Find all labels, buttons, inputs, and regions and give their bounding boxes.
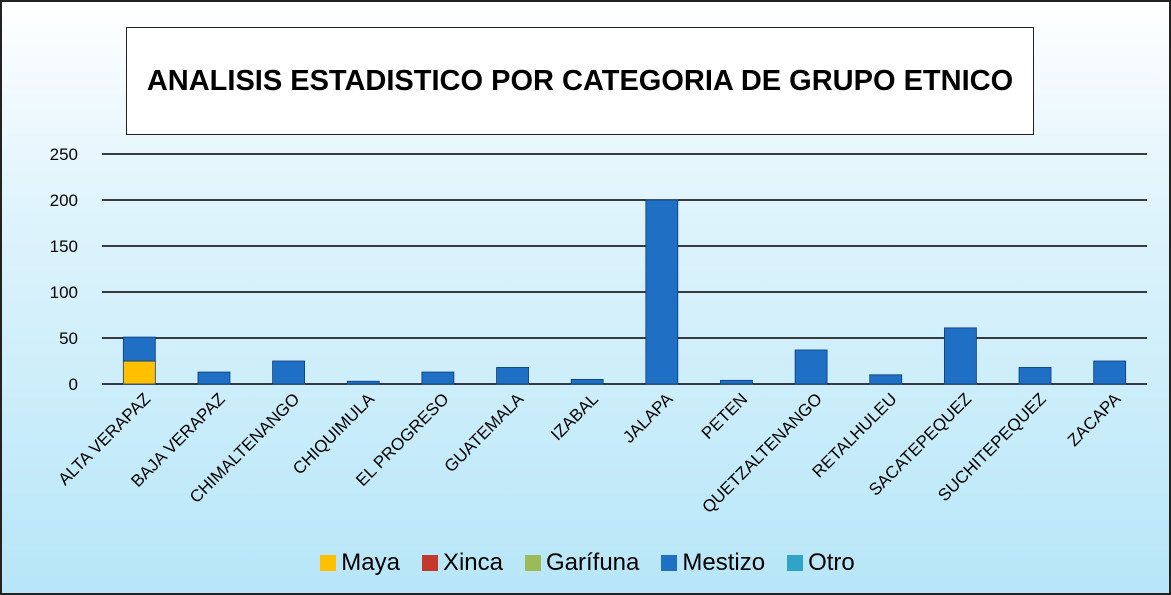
legend-label: Otro — [808, 549, 855, 576]
x-tick-label: GUATEMALA — [441, 389, 528, 476]
legend-swatch — [787, 555, 804, 571]
bar-segment — [720, 379, 753, 385]
x-tick-label: ZACAPA — [1064, 389, 1125, 450]
bar-segment — [1093, 360, 1127, 385]
bar-segment — [570, 378, 604, 385]
y-tick-label: 250 — [50, 145, 78, 164]
bar-segment — [346, 380, 380, 385]
legend-item: Otro — [787, 549, 855, 577]
legend-label: Maya — [341, 549, 400, 576]
bar-segment — [943, 327, 977, 385]
x-tick-label: PETEN — [698, 389, 752, 443]
bar-segment — [1018, 367, 1052, 385]
legend-item: Maya — [320, 549, 400, 577]
bar-segment — [122, 336, 156, 362]
legend-item: Mestizo — [661, 549, 765, 577]
legend-swatch — [524, 555, 541, 571]
bar-segment — [272, 360, 306, 385]
legend-label: Xinca — [442, 549, 503, 576]
legend-swatch — [661, 555, 678, 571]
legend-label: Garífuna — [545, 549, 640, 576]
legend-item: Garífuna — [524, 549, 640, 577]
bar-segment — [421, 371, 455, 385]
bar-segment — [794, 349, 828, 385]
legend-label: Mestizo — [682, 549, 766, 576]
y-tick-label: 0 — [69, 375, 78, 394]
y-tick-label: 100 — [50, 283, 78, 302]
y-tick-label: 200 — [50, 191, 78, 210]
x-tick-label: JALAPA — [619, 389, 677, 447]
bar-segment — [496, 367, 529, 385]
legend-item: Xinca — [421, 549, 503, 577]
x-tick-label: IZABAL — [547, 389, 602, 444]
legend-swatch — [421, 555, 438, 571]
bar-segment — [869, 374, 903, 385]
bar-segment — [645, 199, 679, 385]
y-tick-label: 50 — [59, 329, 78, 348]
bar-segment — [122, 360, 156, 385]
y-tick-label: 150 — [50, 237, 78, 256]
legend: Maya Xinca Garífuna Mestizo Otro — [2, 549, 1169, 577]
chart-title: ANALISIS ESTADISTICO POR CATEGORIA DE GR… — [126, 27, 1034, 135]
legend-swatch — [320, 555, 337, 571]
bar-segment — [197, 371, 231, 385]
